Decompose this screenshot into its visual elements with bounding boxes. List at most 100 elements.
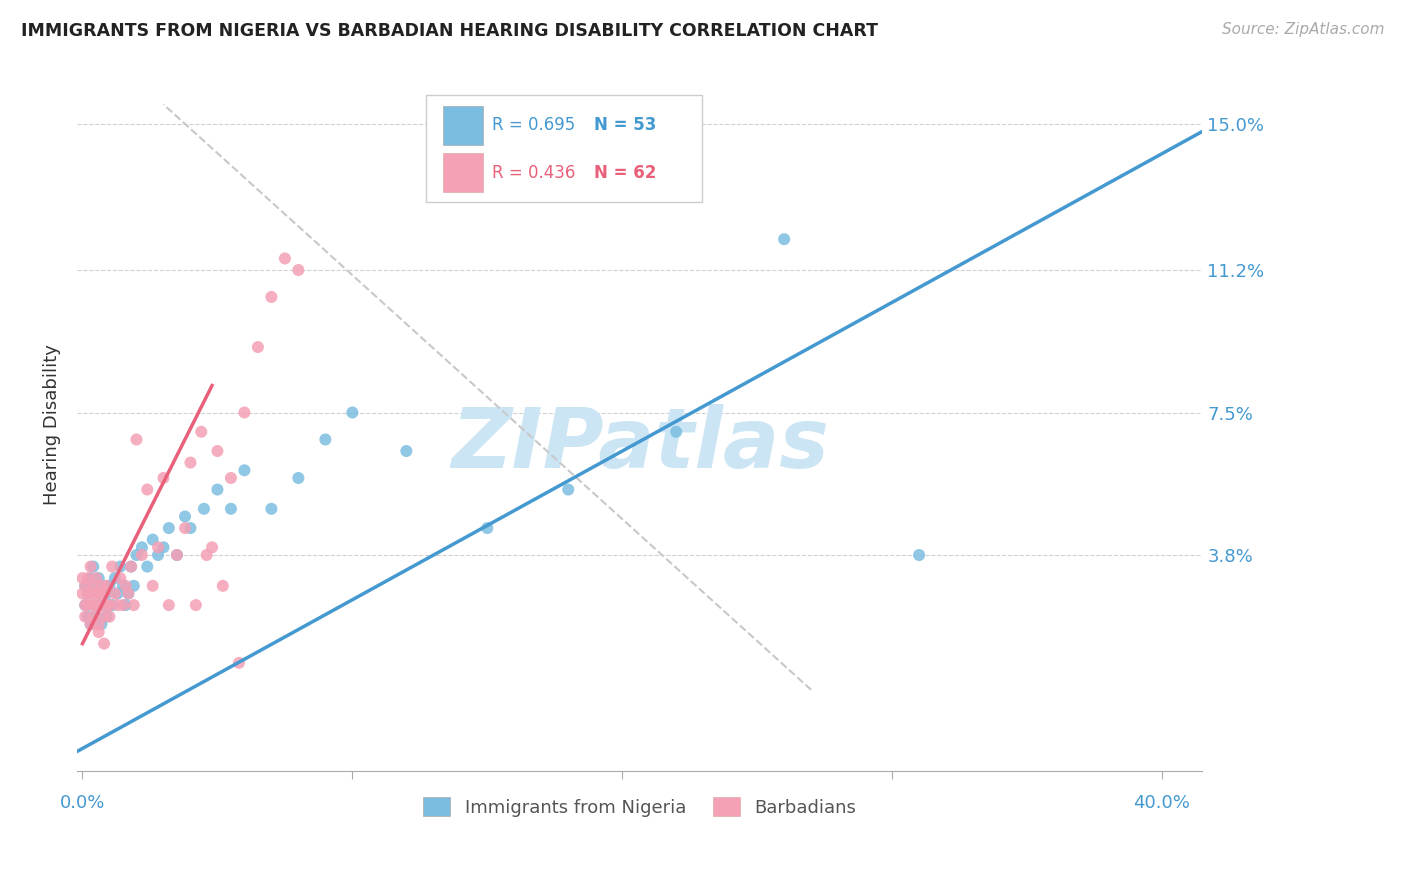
- Point: [120, 559, 142, 574]
- Point: [101, 598, 124, 612]
- Point: [84, 586, 107, 600]
- Point: [72, 586, 94, 600]
- Point: [114, 579, 136, 593]
- Point: [79, 559, 101, 574]
- Text: R = 0.695: R = 0.695: [492, 117, 575, 135]
- Point: [142, 579, 165, 593]
- Point: [201, 541, 224, 555]
- Point: [77, 571, 100, 585]
- Point: [207, 444, 229, 458]
- Point: [207, 483, 229, 497]
- Point: [477, 521, 499, 535]
- Point: [75, 598, 97, 612]
- Point: [193, 501, 215, 516]
- Text: 0.0%: 0.0%: [60, 794, 105, 812]
- Point: [75, 609, 97, 624]
- Point: [125, 433, 148, 447]
- Point: [157, 598, 180, 612]
- Point: [233, 405, 256, 419]
- Text: N = 62: N = 62: [593, 164, 657, 182]
- Point: [96, 579, 118, 593]
- Point: [908, 548, 931, 562]
- Point: [82, 579, 104, 593]
- Point: [82, 559, 104, 574]
- Point: [79, 617, 101, 632]
- Point: [314, 433, 336, 447]
- Point: [87, 617, 110, 632]
- Point: [260, 501, 283, 516]
- Point: [90, 586, 112, 600]
- Point: [117, 586, 139, 600]
- Point: [246, 340, 269, 354]
- Point: [146, 548, 169, 562]
- Point: [166, 548, 188, 562]
- Point: [195, 548, 218, 562]
- Point: [110, 559, 132, 574]
- Point: [773, 232, 796, 246]
- Point: [152, 471, 174, 485]
- Point: [77, 586, 100, 600]
- Point: [84, 598, 107, 612]
- Point: [93, 586, 115, 600]
- Point: [104, 586, 127, 600]
- Point: [122, 598, 145, 612]
- Point: [174, 521, 197, 535]
- Point: [219, 501, 242, 516]
- Point: [90, 586, 112, 600]
- Point: [79, 586, 101, 600]
- Text: N = 53: N = 53: [593, 117, 657, 135]
- Point: [72, 571, 94, 585]
- Text: R = 0.436: R = 0.436: [492, 164, 575, 182]
- Legend: Immigrants from Nigeria, Barbadians: Immigrants from Nigeria, Barbadians: [416, 790, 863, 824]
- Point: [274, 252, 297, 266]
- Point: [342, 405, 364, 419]
- Point: [87, 625, 110, 640]
- Point: [179, 521, 201, 535]
- Text: IMMIGRANTS FROM NIGERIA VS BARBADIAN HEARING DISABILITY CORRELATION CHART: IMMIGRANTS FROM NIGERIA VS BARBADIAN HEA…: [21, 22, 879, 40]
- Point: [96, 586, 118, 600]
- Point: [395, 444, 418, 458]
- Point: [98, 609, 121, 624]
- Point: [82, 598, 104, 612]
- Point: [287, 263, 309, 277]
- Point: [166, 548, 188, 562]
- Point: [77, 598, 100, 612]
- Point: [557, 483, 579, 497]
- Point: [96, 598, 118, 612]
- Point: [665, 425, 688, 439]
- Point: [184, 598, 207, 612]
- Point: [111, 579, 134, 593]
- Text: 40.0%: 40.0%: [1133, 794, 1191, 812]
- Point: [152, 541, 174, 555]
- Point: [114, 598, 136, 612]
- Point: [117, 586, 139, 600]
- Point: [90, 579, 112, 593]
- Point: [287, 471, 309, 485]
- Point: [131, 541, 153, 555]
- Point: [142, 533, 165, 547]
- Point: [146, 541, 169, 555]
- Point: [77, 586, 100, 600]
- Point: [228, 656, 250, 670]
- Point: [79, 571, 101, 585]
- Point: [136, 559, 159, 574]
- Point: [120, 559, 142, 574]
- Point: [107, 586, 129, 600]
- Point: [157, 521, 180, 535]
- Point: [101, 559, 124, 574]
- Point: [96, 609, 118, 624]
- Point: [219, 471, 242, 485]
- Point: [98, 598, 121, 612]
- Point: [75, 579, 97, 593]
- Point: [104, 571, 127, 585]
- Point: [77, 609, 100, 624]
- Point: [179, 456, 201, 470]
- Point: [90, 617, 112, 632]
- Point: [233, 463, 256, 477]
- Point: [84, 571, 107, 585]
- Point: [111, 598, 134, 612]
- Point: [136, 483, 159, 497]
- Point: [75, 579, 97, 593]
- FancyBboxPatch shape: [443, 153, 484, 192]
- Point: [125, 548, 148, 562]
